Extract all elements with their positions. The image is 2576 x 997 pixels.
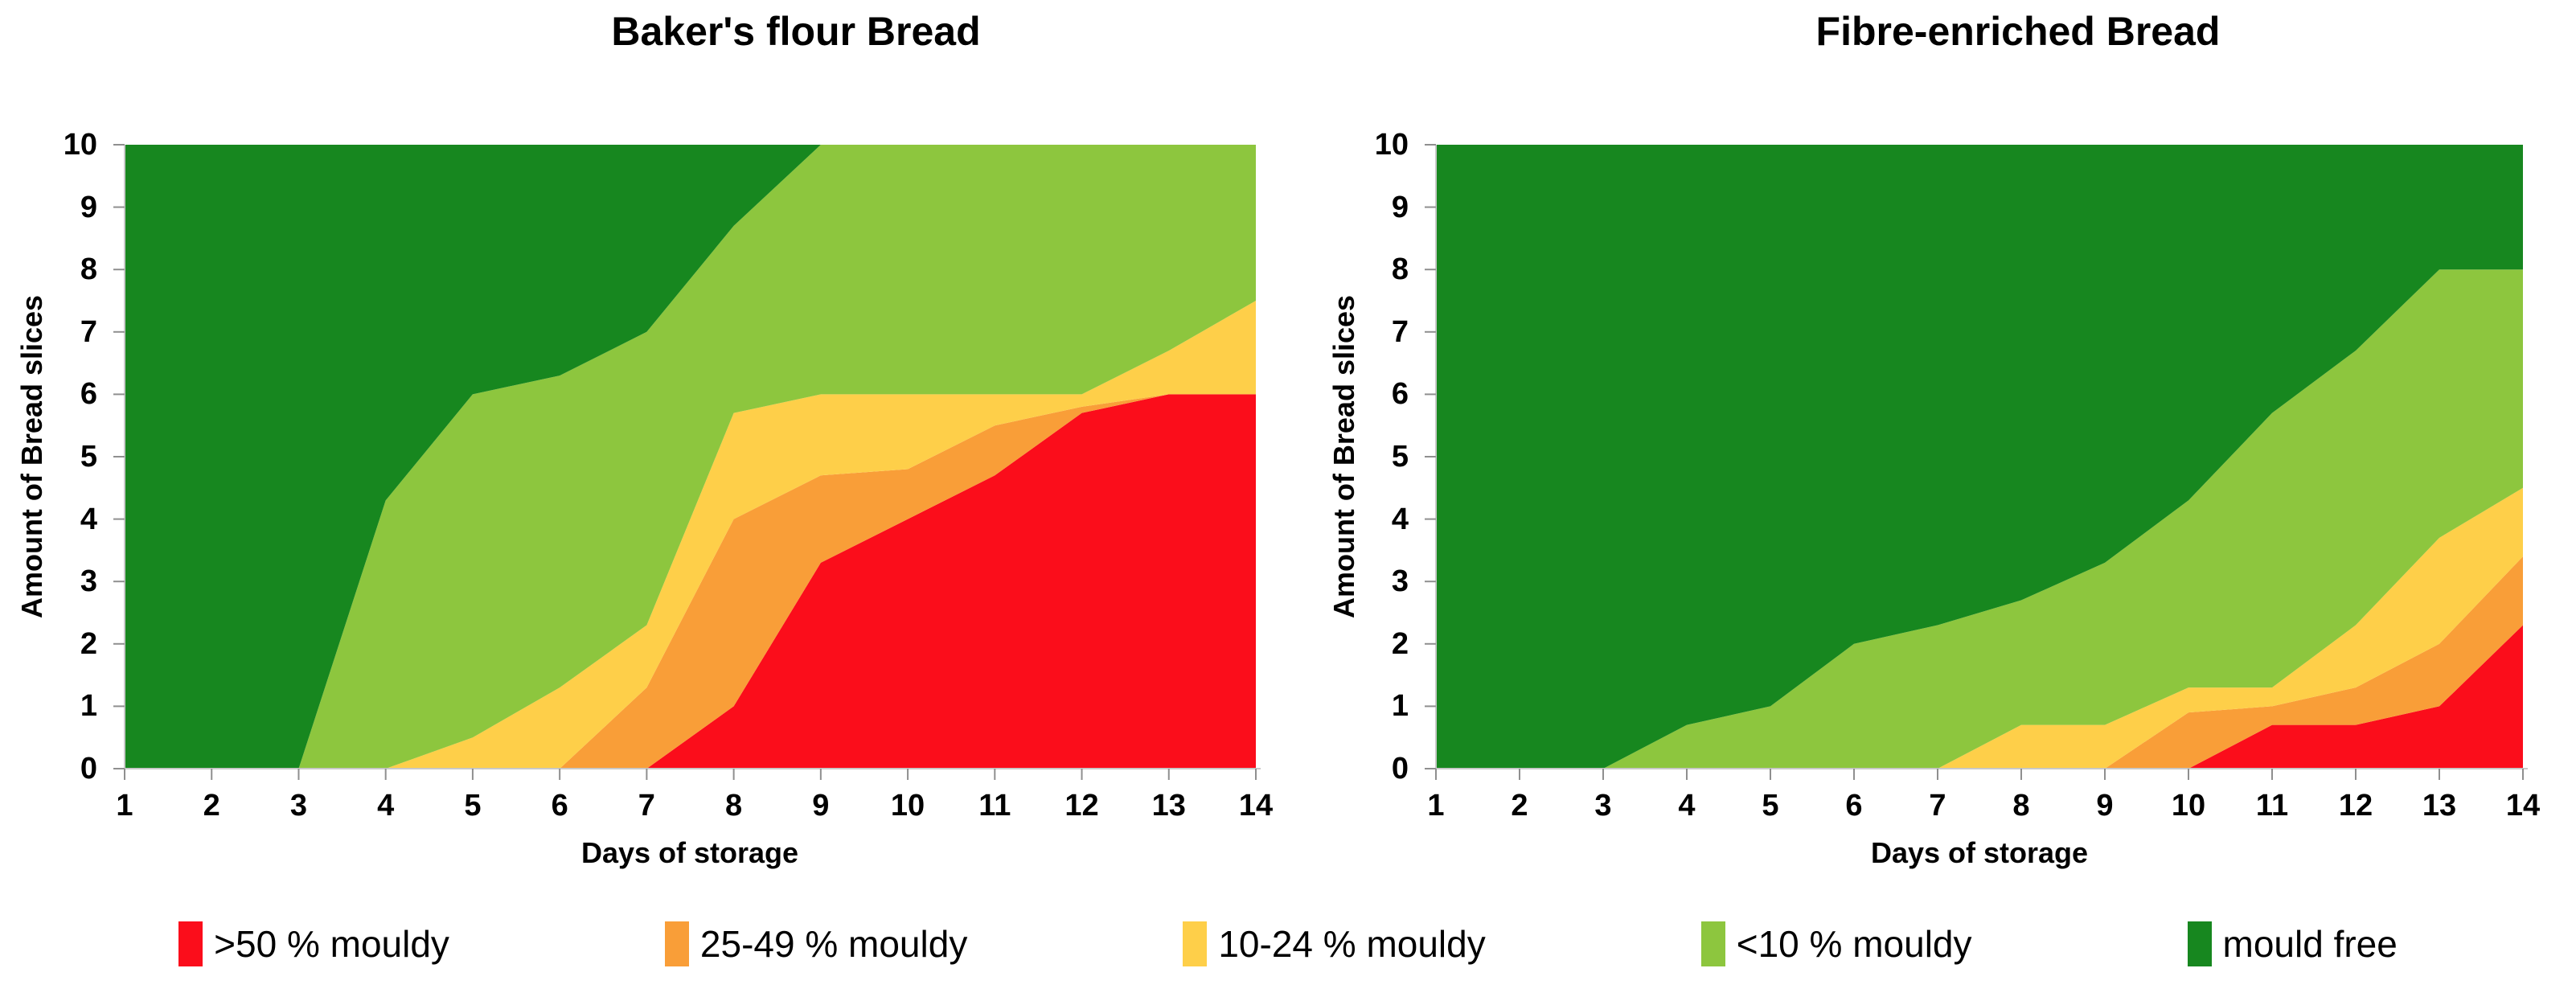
- legend-item: 10-24 % mouldy: [1183, 921, 1486, 966]
- x-tick-label: 11: [978, 789, 1011, 823]
- x-tick-label: 5: [464, 789, 482, 823]
- legend-swatch-orange: [664, 921, 689, 966]
- legend-swatch-yellow: [1183, 921, 1208, 966]
- area-band-orange: [125, 394, 1256, 769]
- y-tick-label: 3: [1391, 564, 1409, 599]
- x-tick-label: 14: [1238, 789, 1274, 823]
- area-band-dark_green: [1436, 145, 2523, 769]
- y-tick-label: 1: [1391, 689, 1409, 724]
- y-tick-label: 4: [80, 502, 97, 536]
- x-tick-label: 1: [1427, 789, 1445, 823]
- legend-label: <10 % mouldy: [1736, 923, 1972, 965]
- legend-item: mould free: [2187, 921, 2398, 966]
- x-tick-label: 1: [116, 789, 133, 823]
- x-tick-label: 13: [2422, 789, 2457, 823]
- x-tick-label: 6: [1845, 789, 1863, 823]
- x-tick-label: 13: [1151, 789, 1186, 823]
- x-tick-label: 7: [638, 789, 655, 823]
- y-tick-label: 8: [1391, 252, 1409, 287]
- legend-label: 10-24 % mouldy: [1218, 923, 1486, 965]
- legend-label: 25-49 % mouldy: [699, 923, 968, 965]
- x-tick-label: 11: [2255, 789, 2289, 823]
- area-band-orange: [1436, 556, 2523, 769]
- area-band-yellow: [125, 301, 1256, 769]
- area-band-light_green: [125, 145, 1256, 769]
- x-tick-label: 14: [2505, 789, 2541, 823]
- chart-title-left: Baker's flour Bread: [611, 9, 981, 54]
- legend-item: >50 % mouldy: [178, 921, 449, 966]
- legend-label: >50 % mouldy: [214, 923, 449, 965]
- legend: >50 % mouldy 25-49 % mouldy 10-24 % mouldy…: [0, 921, 2576, 966]
- x-tick-label: 12: [1064, 789, 1099, 823]
- y-tick-label: 2: [1391, 626, 1409, 661]
- area-band-light_green: [1436, 269, 2523, 769]
- y-tick-label: 5: [1391, 440, 1409, 474]
- legend-swatch-light_green: [1700, 921, 1725, 966]
- x-tick-label: 3: [289, 789, 308, 823]
- y-tick-label: 10: [1374, 128, 1409, 162]
- x-tick-label: 10: [2171, 789, 2206, 823]
- y-tick-label: 4: [1391, 502, 1409, 536]
- legend-swatch-dark_green: [2187, 921, 2212, 966]
- area-band-yellow: [1436, 487, 2523, 769]
- y-tick-label: 5: [80, 440, 97, 474]
- x-tick-label: 4: [1678, 789, 1696, 823]
- y-tick-label: 0: [80, 752, 97, 786]
- y-tick-label: 7: [80, 314, 97, 349]
- y-tick-label: 10: [63, 128, 97, 162]
- area-band-dark_green: [125, 145, 1256, 769]
- y-tick-label: 1: [80, 689, 97, 724]
- x-tick-label: 10: [890, 789, 925, 823]
- x-tick-label: 4: [377, 789, 395, 823]
- x-tick-label: 3: [1594, 789, 1612, 823]
- x-tick-label: 9: [2096, 789, 2114, 823]
- area-band-red: [125, 394, 1256, 769]
- legend-swatch-red: [178, 921, 203, 966]
- y-tick-label: 6: [1391, 377, 1409, 412]
- area-band-red: [1436, 625, 2523, 769]
- y-tick-label: 8: [80, 252, 97, 287]
- legend-item: 25-49 % mouldy: [664, 921, 968, 966]
- y-tick-label: 2: [80, 626, 97, 661]
- x-tick-label: 2: [203, 789, 220, 823]
- x-tick-label: 12: [2338, 789, 2373, 823]
- x-tick-label: 8: [725, 789, 743, 823]
- x-tick-label: 8: [2012, 789, 2030, 823]
- x-tick-label: 6: [551, 789, 568, 823]
- chart-title-right: Fibre-enriched Bread: [1815, 9, 2221, 54]
- y-tick-label: 0: [1391, 752, 1409, 786]
- x-tick-label: 9: [812, 789, 830, 823]
- x-axis-title-right: Days of storage: [1870, 836, 2089, 869]
- x-tick-label: 2: [1511, 789, 1528, 823]
- y-tick-label: 9: [1391, 190, 1409, 224]
- y-tick-label: 3: [80, 564, 97, 599]
- x-axis-title-left: Days of storage: [580, 836, 799, 869]
- legend-item: <10 % mouldy: [1700, 921, 1972, 966]
- y-tick-label: 6: [80, 377, 97, 412]
- legend-label: mould free: [2222, 923, 2398, 965]
- y-tick-label: 9: [80, 190, 97, 224]
- x-tick-label: 7: [1929, 789, 1946, 823]
- x-tick-label: 5: [1762, 789, 1779, 823]
- y-tick-label: 7: [1391, 314, 1409, 349]
